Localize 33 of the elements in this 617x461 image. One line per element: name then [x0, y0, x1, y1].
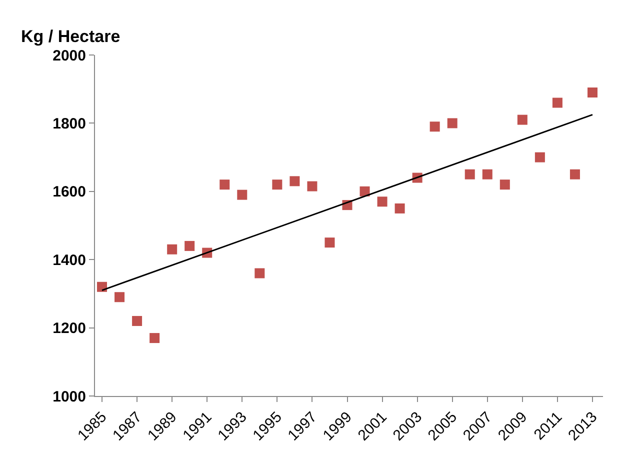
point [464, 169, 475, 180]
point [254, 268, 265, 278]
y-tick-label: 1800 [52, 115, 86, 132]
point [324, 238, 335, 248]
y-axis-title: Kg / Hectare [21, 27, 120, 46]
y-tick-label: 1400 [52, 252, 86, 269]
point [150, 333, 160, 344]
point [360, 186, 370, 196]
y-tick-label: 1200 [52, 320, 86, 338]
point [307, 181, 318, 192]
point [430, 122, 440, 132]
point [570, 169, 580, 180]
point [552, 98, 562, 108]
point [394, 203, 405, 214]
point [114, 292, 125, 302]
point [167, 244, 178, 254]
y-tick-label: 1000 [52, 388, 86, 406]
point [500, 180, 510, 190]
y-tick-label: 1600 [52, 184, 86, 201]
point [97, 282, 108, 292]
point [377, 196, 388, 207]
point [534, 152, 545, 162]
point [482, 169, 492, 180]
point [587, 88, 598, 98]
point [184, 240, 195, 251]
point [220, 180, 230, 190]
point [290, 176, 300, 186]
point [447, 118, 458, 128]
point [237, 190, 248, 200]
point [517, 114, 528, 125]
y-tick-label: 2000 [52, 47, 86, 64]
point [132, 316, 142, 326]
point [272, 180, 282, 190]
